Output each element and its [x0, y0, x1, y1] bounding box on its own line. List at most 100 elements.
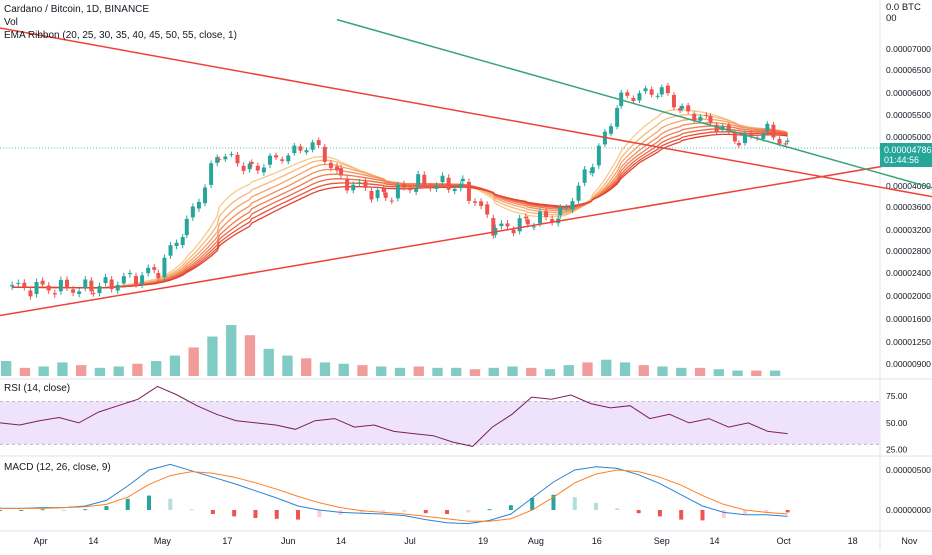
candle-body — [401, 184, 406, 188]
last-price-value: 0.00004786 — [884, 145, 932, 155]
macd-histogram-bar — [61, 510, 66, 511]
candle-body — [286, 155, 291, 162]
volume-bar — [432, 367, 443, 376]
macd-histogram-bar — [721, 510, 726, 518]
symbol-legend: Cardano / Bitcoin, 1D, BINANCE — [4, 4, 150, 15]
candle-body — [537, 211, 542, 224]
macd-histogram-bar — [423, 510, 428, 514]
candle-body — [680, 106, 685, 109]
macd-histogram-bar — [274, 510, 279, 519]
volume-bar — [226, 325, 237, 376]
time-tick-label: Nov — [901, 536, 918, 546]
candle-body — [168, 245, 173, 256]
candle-body — [637, 93, 642, 101]
candle-body — [570, 201, 575, 210]
candle-body — [58, 279, 63, 292]
time-tick-label: 14 — [710, 536, 720, 546]
candle-body — [103, 277, 108, 284]
candle-body — [749, 132, 754, 137]
price-tick-label: 0.00003200 — [886, 225, 931, 235]
rsi-tick-label: 50.00 — [886, 418, 908, 428]
price-tick-label: 0.00007000 — [886, 44, 931, 54]
macd-histogram-bar — [700, 510, 705, 521]
time-tick-label: 14 — [88, 536, 98, 546]
macd-histogram-bar — [19, 510, 24, 511]
candle-body — [215, 157, 220, 163]
candle-body — [196, 201, 201, 209]
candle-body — [485, 204, 490, 215]
candle-body — [274, 155, 279, 158]
candle-body — [34, 282, 39, 295]
candle-body — [414, 188, 419, 192]
volume-bar — [207, 336, 218, 376]
volume-bar — [394, 367, 406, 376]
macd-histogram-bar — [189, 509, 194, 511]
price-tick-label: 0.00004000 — [886, 181, 931, 191]
candle-body — [765, 123, 770, 132]
candle-body — [156, 272, 161, 279]
candle-body — [71, 289, 76, 293]
candle-body — [345, 178, 350, 191]
macd-histogram-bar — [104, 506, 109, 510]
candle-body — [127, 272, 132, 275]
macd-histogram-bar — [445, 510, 450, 514]
candle-body — [698, 116, 703, 121]
ema-ribbon-line — [12, 133, 788, 289]
rsi-tick-label: 25.00 — [886, 445, 908, 455]
candle-body — [643, 88, 648, 92]
macd-histogram-bar — [466, 510, 471, 513]
candle-body — [726, 125, 731, 132]
candle-body — [77, 291, 82, 295]
candle-body — [10, 285, 15, 287]
candle-body — [655, 95, 660, 97]
macd-histogram-bar — [615, 508, 620, 510]
volume-bar — [601, 359, 612, 376]
ema-legend: EMA Ribbon (20, 25, 30, 35, 40, 45, 50, … — [4, 30, 237, 41]
candle-body — [304, 150, 309, 153]
time-tick-label: Apr — [34, 536, 48, 546]
volume-bar — [263, 348, 274, 376]
candle-body — [771, 124, 776, 138]
trendline — [0, 157, 932, 317]
volume-bar — [94, 367, 106, 376]
candle-body — [152, 267, 157, 270]
volume-bar — [469, 369, 481, 376]
currency-label: 0.0 BTC 00 — [886, 2, 921, 24]
candle-body — [328, 162, 333, 169]
volume-bar — [713, 369, 724, 376]
candle-body — [351, 184, 356, 191]
rsi-band — [0, 401, 880, 445]
candle-body — [686, 105, 691, 112]
time-tick-label: 16 — [592, 536, 602, 546]
candle-body — [203, 187, 208, 204]
candle-body — [416, 174, 421, 186]
volume-bar — [544, 369, 556, 376]
macd-tick-label: 0.00000000 — [886, 505, 931, 515]
candle-body — [174, 242, 179, 247]
volume-bar — [319, 362, 331, 376]
trendline — [0, 27, 932, 198]
macd-histogram-bar — [317, 510, 322, 518]
macd-histogram-bar — [0, 510, 2, 511]
candle-body — [146, 267, 151, 274]
candle-body — [743, 133, 748, 144]
candle-body — [596, 145, 601, 166]
volume-bar — [151, 361, 162, 376]
candle-body — [267, 155, 272, 165]
volume-bar — [451, 367, 462, 376]
macd-histogram-bar — [147, 495, 152, 510]
macd-histogram-bar — [487, 509, 492, 511]
candle-body — [40, 280, 45, 285]
candle-body — [473, 201, 478, 203]
candle-body — [665, 85, 670, 94]
candle-body — [115, 284, 120, 291]
signal-line — [0, 469, 788, 522]
volume-bar — [676, 367, 687, 376]
volume-bar — [38, 366, 49, 376]
price-tick-label: 0.00002800 — [886, 246, 931, 256]
volume-bar — [694, 367, 706, 376]
candle-body — [761, 133, 766, 139]
candle-body — [777, 138, 782, 144]
